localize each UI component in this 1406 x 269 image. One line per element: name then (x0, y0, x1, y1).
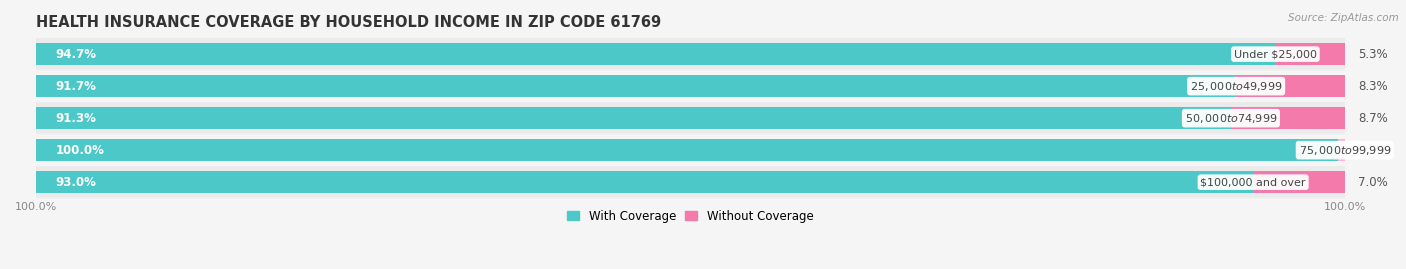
Text: Source: ZipAtlas.com: Source: ZipAtlas.com (1288, 13, 1399, 23)
Text: 8.7%: 8.7% (1358, 112, 1388, 125)
Bar (1275, 43, 1344, 65)
Text: 91.7%: 91.7% (56, 80, 97, 93)
Text: 94.7%: 94.7% (56, 48, 97, 61)
Text: $25,000 to $49,999: $25,000 to $49,999 (1189, 80, 1282, 93)
Bar (37, 38, 1344, 70)
Bar (37, 70, 1344, 102)
Text: Under $25,000: Under $25,000 (1234, 49, 1317, 59)
Text: 100.0%: 100.0% (56, 144, 104, 157)
Bar (1253, 171, 1344, 193)
Text: 8.3%: 8.3% (1358, 80, 1388, 93)
Text: 5.3%: 5.3% (1358, 48, 1388, 61)
Text: $50,000 to $74,999: $50,000 to $74,999 (1185, 112, 1277, 125)
Legend: With Coverage, Without Coverage: With Coverage, Without Coverage (562, 205, 818, 228)
Bar (1230, 107, 1344, 129)
Text: 91.3%: 91.3% (56, 112, 97, 125)
Text: $100,000 and over: $100,000 and over (1201, 177, 1306, 187)
Bar (37, 107, 1230, 129)
Bar (1236, 75, 1344, 97)
Bar (37, 166, 1344, 198)
Text: HEALTH INSURANCE COVERAGE BY HOUSEHOLD INCOME IN ZIP CODE 61769: HEALTH INSURANCE COVERAGE BY HOUSEHOLD I… (37, 15, 661, 30)
Bar (37, 102, 1344, 134)
Text: 93.0%: 93.0% (56, 176, 97, 189)
Text: 7.0%: 7.0% (1358, 176, 1388, 189)
Bar (1339, 139, 1344, 161)
Bar (37, 171, 1253, 193)
Text: 0.0%: 0.0% (1358, 144, 1388, 157)
Text: $75,000 to $99,999: $75,000 to $99,999 (1299, 144, 1391, 157)
Bar (37, 75, 1236, 97)
Bar (37, 134, 1344, 166)
Bar (37, 139, 1344, 161)
Bar (37, 43, 1275, 65)
